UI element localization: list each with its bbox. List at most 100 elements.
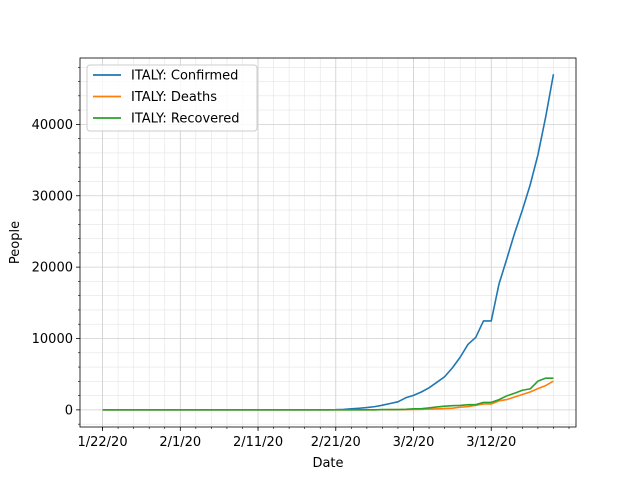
data-point: [389, 409, 391, 411]
axis-ticks: 1/22/20 2/1/20 2/11/20 2/21/20 3/2/20 3/12/20…: [32, 66, 570, 450]
data-point: [179, 409, 181, 411]
x-tick-label: 2/21/20: [311, 435, 361, 450]
data-point: [545, 116, 547, 118]
data-point: [451, 407, 453, 409]
data-point: [553, 377, 555, 379]
data-point: [102, 409, 104, 411]
data-point: [273, 409, 275, 411]
legend-label: ITALY: Recovered: [131, 112, 239, 127]
y-tick-label: 10000: [32, 332, 73, 347]
data-point: [459, 405, 461, 407]
plot-frame: [79, 57, 577, 428]
data-point: [366, 407, 368, 409]
y-tick-label: 0: [65, 403, 73, 418]
data-point: [117, 409, 119, 411]
legend: ITALY: Confirmed ITALY: Deaths ITALY: Reco…: [86, 64, 258, 132]
data-point: [436, 381, 438, 383]
x-axis-label: Date: [312, 456, 343, 471]
data-point: [514, 396, 516, 398]
data-point: [350, 409, 352, 411]
data-point: [242, 409, 244, 411]
data-point: [475, 337, 477, 339]
data-point: [475, 404, 477, 406]
data-point: [553, 73, 555, 75]
y-tick-label: 40000: [32, 118, 73, 133]
data-point: [521, 209, 523, 211]
data-point: [413, 408, 415, 410]
data-point: [257, 409, 259, 411]
y-axis-label: People: [8, 221, 23, 264]
x-tick-label: 3/12/20: [466, 435, 516, 450]
data-point: [164, 409, 166, 411]
data-point: [529, 184, 531, 186]
data-point: [280, 409, 282, 411]
data-point: [521, 394, 523, 396]
data-point: [459, 356, 461, 358]
data-point: [382, 404, 384, 406]
data-point: [218, 409, 220, 411]
data-point: [514, 392, 516, 394]
data-point: [389, 403, 391, 405]
data-point: [451, 405, 453, 407]
data-point: [467, 344, 469, 346]
data-point: [265, 409, 267, 411]
data-point: [109, 409, 111, 411]
data-point: [397, 401, 399, 403]
data-point: [382, 409, 384, 411]
data-point: [436, 408, 438, 410]
legend-label: ITALY: Confirmed: [131, 69, 238, 84]
data-point: [467, 404, 469, 406]
data-point: [420, 391, 422, 393]
data-point: [327, 409, 329, 411]
series-line-2: [102, 377, 554, 411]
x-tick-label: 3/2/20: [393, 435, 435, 450]
data-point: [210, 409, 212, 411]
data-point: [514, 232, 516, 234]
data-point: [358, 409, 360, 411]
data-point: [195, 409, 197, 411]
data-point: [537, 154, 539, 156]
y-tick-label: 20000: [32, 261, 73, 276]
data-point: [420, 408, 422, 410]
data-point: [553, 380, 555, 382]
x-tick-label: 1/22/20: [77, 435, 127, 450]
data-point: [203, 409, 205, 411]
data-point: [545, 385, 547, 387]
data-point: [405, 397, 407, 399]
data-point: [529, 391, 531, 393]
data-point: [148, 409, 150, 411]
data-point: [413, 394, 415, 396]
data-point: [436, 406, 438, 408]
data-point: [187, 409, 189, 411]
data-point: [506, 395, 508, 397]
data-point: [444, 376, 446, 378]
data-point: [288, 409, 290, 411]
data-point: [444, 408, 446, 410]
x-tick-label: 2/11/20: [233, 435, 283, 450]
data-point: [428, 407, 430, 409]
data-point: [234, 409, 236, 411]
data-point: [249, 409, 251, 411]
data-point: [490, 403, 492, 405]
data-point: [304, 409, 306, 411]
data-point: [506, 258, 508, 260]
data-point: [545, 377, 547, 379]
x-tick-label: 2/1/20: [159, 435, 201, 450]
data-point: [459, 406, 461, 408]
legend-box: [86, 64, 258, 132]
data-point: [405, 408, 407, 410]
data-point: [343, 409, 345, 411]
series-lines: [102, 73, 555, 411]
data-point: [366, 409, 368, 411]
data-point: [537, 380, 539, 382]
data-point: [156, 409, 158, 411]
legend-label: ITALY: Deaths: [131, 90, 217, 105]
data-point: [506, 399, 508, 401]
data-point: [319, 409, 321, 411]
data-point: [312, 409, 314, 411]
data-point: [172, 409, 174, 411]
data-point: [483, 402, 485, 404]
data-point: [537, 388, 539, 390]
data-point: [490, 402, 492, 404]
